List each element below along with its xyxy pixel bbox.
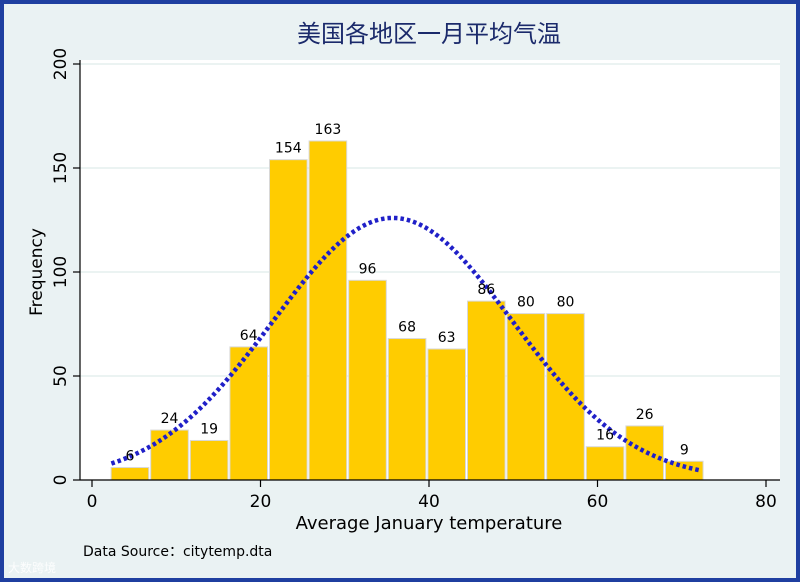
- bar-value-label: 19: [200, 421, 218, 437]
- data-source-note: Data Source：citytemp.dta: [83, 544, 272, 560]
- normal-density-curve: [110, 215, 702, 473]
- bar: [229, 346, 269, 481]
- chart-canvas: 6 24 19 64 154 163 96 68 63 86 80 80 16 26 9 0 50 100 150…: [4, 4, 796, 578]
- bar-value-label: 86: [477, 282, 495, 298]
- bar-value-label: 154: [275, 141, 302, 157]
- axes-group: 0 50 100 150 200 0 20 40 60 80: [51, 48, 780, 512]
- y-tick-label: 0: [51, 475, 71, 486]
- bar-value-label: 80: [557, 295, 575, 311]
- chart-svg: 6 24 19 64 154 163 96 68 63 86 80 80 16 26 9 0 50 100 150…: [27, 20, 780, 560]
- bar: [466, 300, 506, 481]
- x-tick-label: 80: [755, 492, 777, 512]
- bar: [585, 446, 625, 481]
- y-axis-label: Frequency: [27, 228, 47, 316]
- bar: [110, 467, 150, 481]
- bar: [189, 439, 229, 481]
- bar: [150, 429, 189, 481]
- chart-title: 美国各地区一月平均气温: [297, 20, 561, 48]
- bar: [308, 140, 348, 481]
- bar-value-label: 96: [359, 261, 377, 277]
- bar-value-label: 6: [125, 449, 134, 465]
- x-tick-label: 20: [250, 492, 272, 512]
- bar-value-label: 63: [438, 330, 456, 346]
- bar: [506, 313, 546, 481]
- gridlines: [80, 63, 780, 377]
- bar-value-label: 26: [636, 407, 654, 423]
- bar: [387, 338, 427, 481]
- bar-value-label: 80: [517, 295, 535, 311]
- x-axis-label: Average January temperature: [296, 513, 563, 534]
- bar-value-label: 163: [315, 122, 342, 138]
- bar: [625, 425, 664, 481]
- bar: [546, 313, 585, 481]
- bar-labels-group: 6 24 19 64 154 163 96 68 63 86 80 80 16 26 9: [125, 122, 688, 465]
- bar-value-label: 68: [398, 320, 416, 336]
- y-tick-label: 200: [51, 48, 71, 80]
- bar-value-label: 9: [680, 442, 689, 458]
- bar: [427, 348, 466, 481]
- y-tick-label: 100: [51, 256, 71, 288]
- x-tick-label: 0: [87, 492, 98, 512]
- bar-value-label: 24: [161, 411, 179, 427]
- bar-value-label: 16: [596, 428, 614, 444]
- y-tick-label: 150: [51, 152, 71, 184]
- x-tick-label: 60: [587, 492, 609, 512]
- watermark-logo: 大数跨境: [8, 561, 57, 575]
- bar: [348, 279, 387, 481]
- y-tick-label: 50: [51, 365, 71, 387]
- x-tick-label: 40: [418, 492, 440, 512]
- bar-value-label: 64: [240, 328, 258, 344]
